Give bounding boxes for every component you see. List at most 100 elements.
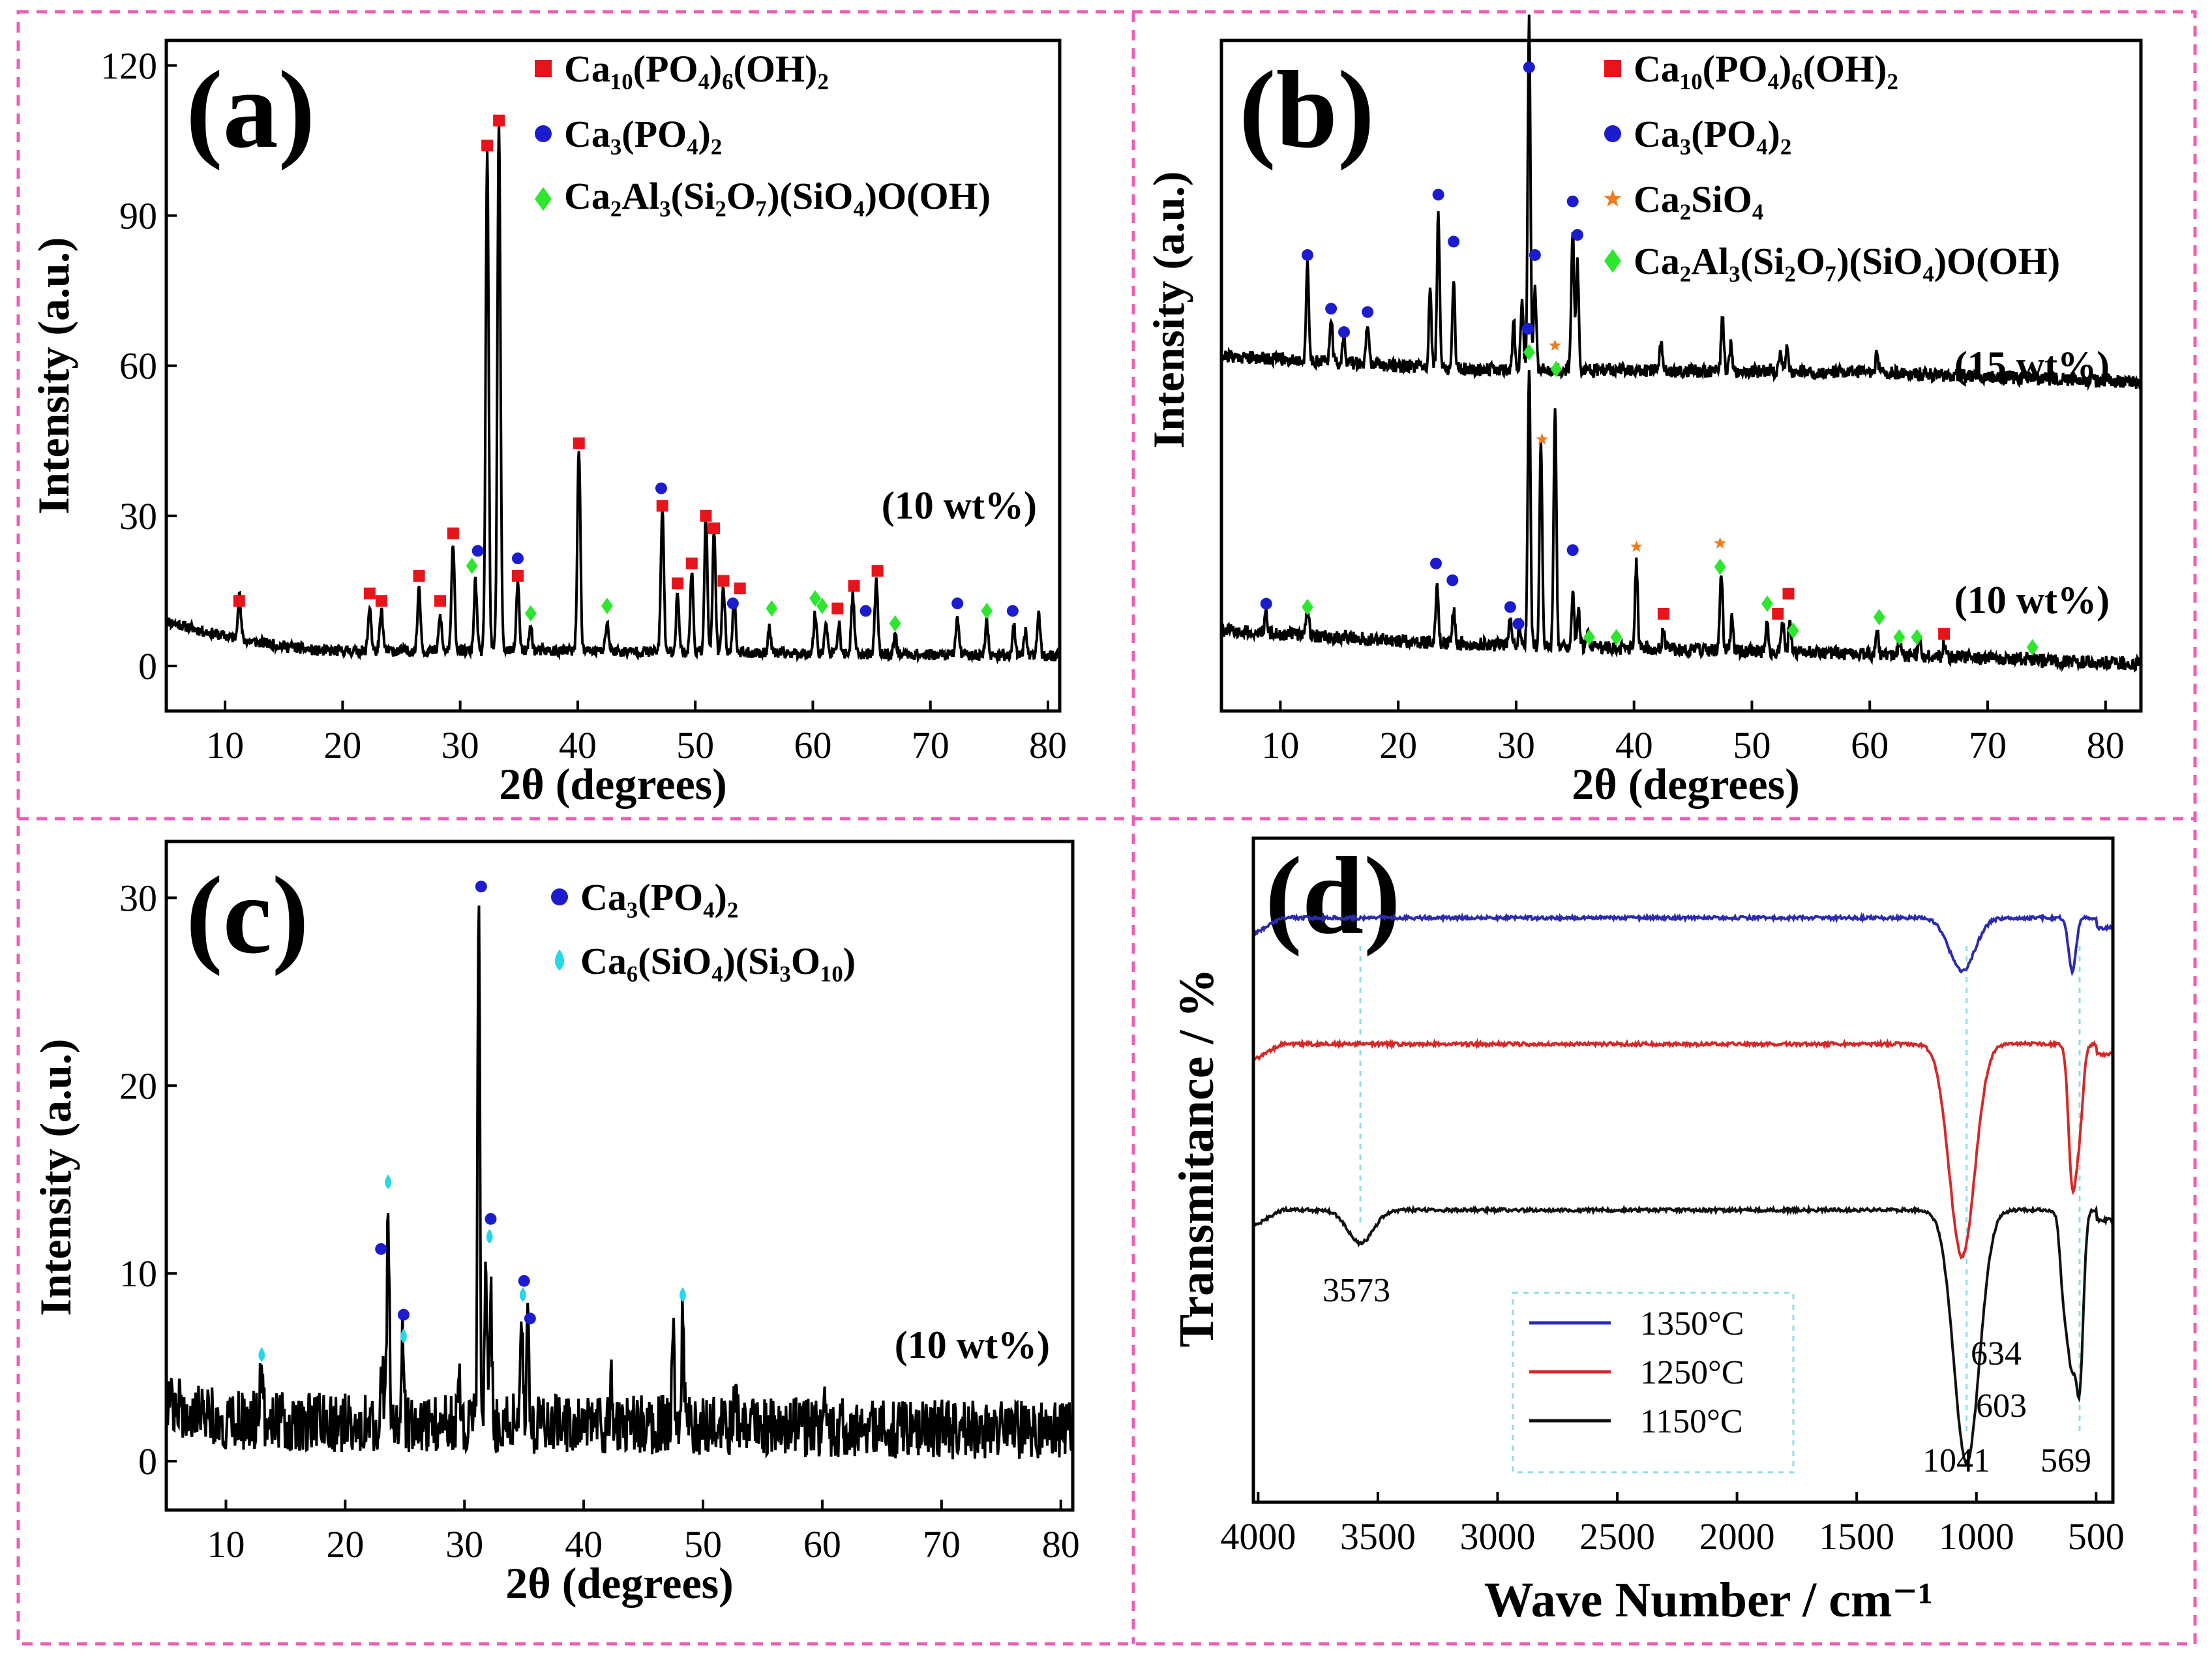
panel-c-x-tick-label-40: 40 — [565, 1523, 603, 1566]
panel-b-s0-circle-marker-6 — [1523, 61, 1535, 74]
panel-a-x-tick-label-30: 30 — [441, 724, 479, 766]
panel-a-circle-marker-4 — [859, 605, 872, 617]
panel-a-y-label: Intensity (a.u.) — [29, 237, 78, 514]
panel-a-circle-marker-6 — [1006, 605, 1019, 617]
panel-a-x-tick-label-60: 60 — [794, 724, 831, 766]
panel-a-legend-label-silicate: Ca₂Al₃(Si₂O₇)(SiO₄)O(OH) — [564, 175, 991, 217]
panel-a-circle-marker-3 — [726, 598, 739, 610]
panel-b-s0-circle-marker-4 — [1432, 189, 1444, 201]
panel-d-x-tick-label-2500: 2500 — [1579, 1515, 1655, 1558]
panel-c-legend-label-silicate: Ca₆(SiO₄)(Si₃O₁₀) — [580, 940, 856, 982]
panel-a: (a) 10 20 30 40 50 60 70 80 0 30 60 90 120 2θ (degr… — [29, 38, 1067, 809]
panel-c-circle-marker-2 — [475, 881, 487, 893]
panel-d-x-label: Wave Number / cm⁻¹ — [1484, 1573, 1933, 1627]
panel-b-s1-circle-marker-4 — [1512, 618, 1525, 630]
panel-b-s1-star-marker-0 — [1536, 432, 1549, 445]
panel-c-x-ticks: 10 20 30 40 50 60 70 80 — [207, 1500, 1080, 1566]
panel-c-circle-marker-3 — [485, 1213, 497, 1225]
panel-d-legend-box — [1512, 1292, 1795, 1474]
panel-d-band-guides — [1359, 946, 2081, 1435]
panel-c-x-tick-label-60: 60 — [803, 1523, 841, 1566]
panel-b-xrd-trace-15wt — [1220, 14, 2142, 392]
panel-b-legend-label-tcp: Ca₃(PO₄)₂ — [1634, 113, 1791, 155]
panel-a-square-marker-2 — [375, 595, 387, 607]
panel-a-square-marker-1 — [363, 587, 376, 599]
panel-a-square-marker-14 — [708, 522, 721, 534]
panel-d-x-tick-label-1000: 1000 — [1939, 1515, 2014, 1558]
panel-a-letter: (a) — [186, 48, 315, 171]
panel-a-square-marker-11 — [672, 577, 684, 590]
panel-b-x-tick-label-30: 30 — [1497, 724, 1535, 766]
panel-d-legend: 1350°C 1250°C 1150°C — [1512, 1292, 1795, 1474]
panel-b-s0-circle-marker-0 — [1301, 249, 1313, 261]
panel-a-square-marker-4 — [434, 595, 447, 607]
outer-frame — [16, 10, 2197, 1646]
panel-c-y-tick-label-10: 10 — [119, 1252, 157, 1295]
panel-a-diamond-marker-7 — [889, 615, 901, 632]
panel-b-series-label-15wt: (15 wt%) — [1954, 344, 2110, 387]
panel-a-legend-marker-2 — [535, 187, 552, 211]
panel-a-x-tick-label-40: 40 — [559, 724, 597, 766]
panel-c-x-tick-label-50: 50 — [684, 1523, 722, 1566]
panel-d-ftir-trace-1350c — [1252, 912, 2114, 976]
panel-b-s1-star-marker-2 — [1630, 540, 1643, 552]
panel-b-s1-circle-marker-0 — [1260, 598, 1272, 610]
panel-c-y-tick-label-30: 30 — [119, 877, 157, 919]
panel-a-x-tick-label-70: 70 — [912, 724, 949, 766]
panel-b-x-tick-label-80: 80 — [2087, 724, 2125, 766]
panel-c-legend-markers — [551, 888, 568, 971]
panel-a-legend-marker-1 — [535, 125, 552, 142]
panel-c-x-label: 2θ (degrees) — [505, 1558, 734, 1608]
peak-label-603: 603 — [1976, 1387, 2027, 1425]
panel-d-ftir-trace-1150c — [1252, 1204, 2114, 1468]
panel-a-square-marker-7 — [493, 114, 505, 127]
panel-c-x-tick-label-20: 20 — [326, 1523, 364, 1566]
panel-a-diamond-marker-0 — [466, 557, 478, 575]
panel-a-x-tick-label-20: 20 — [323, 724, 361, 766]
panel-c-legend-label-tcp: Ca₃(PO₄)₂ — [580, 876, 738, 918]
panel-b-s1-diamond-marker-4 — [1610, 629, 1622, 646]
panel-b-s1-circle-marker-6 — [1566, 544, 1579, 556]
panel-a-square-marker-15 — [717, 575, 730, 587]
panel-b-s0-circle-marker-8 — [1566, 195, 1579, 207]
panel-c-x-tick-label-10: 10 — [207, 1523, 245, 1566]
panel-b-s1-square-marker-2 — [1782, 588, 1795, 600]
panel-b-letter: (b) — [1239, 48, 1375, 171]
panel-a-diamond-marker-2 — [601, 598, 613, 614]
panel-b-s1-diamond-marker-3 — [1583, 629, 1595, 646]
panel-a-x-tick-label-80: 80 — [1029, 724, 1067, 766]
panel-a-xrd-trace — [166, 125, 1061, 665]
panel-c-y-tick-label-20: 20 — [119, 1065, 157, 1107]
panel-a-square-marker-10 — [656, 500, 668, 512]
panel-c-drop-marker-0 — [258, 1347, 265, 1362]
panel-b-x-tick-label-40: 40 — [1615, 724, 1653, 766]
panel-b-s1-circle-marker-5 — [1522, 323, 1534, 335]
panel-b-legend-marker-3 — [1604, 249, 1621, 273]
panel-a-x-label: 2θ (degrees) — [499, 759, 727, 809]
panel-b-series-label-10wt: (10 wt%) — [1954, 579, 2110, 622]
panel-b-xrd-trace-10wt — [1220, 370, 2142, 673]
panel-d-x-tick-label-3500: 3500 — [1340, 1515, 1416, 1558]
panel-b-legend-label-c2s: Ca₂SiO₄ — [1634, 178, 1763, 220]
panel-a-legend-markers — [535, 60, 552, 211]
panel-b-legend: Ca₁₀(PO₄)₆(OH)₂ Ca₃(PO₄)₂ Ca₂SiO₄ Ca₂Al₃… — [1604, 48, 2060, 282]
panel-b-s1-diamond-marker-7 — [1787, 622, 1799, 639]
peak-label-3573: 3573 — [1323, 1272, 1390, 1309]
panel-b-x-tick-label-10: 10 — [1261, 724, 1299, 766]
panel-c-legend: Ca₃(PO₄)₂ Ca₆(SiO₄)(Si₃O₁₀) — [551, 876, 856, 982]
panel-a-diamond-marker-3 — [766, 600, 778, 617]
panel-a-legend: Ca₁₀(PO₄)₆(OH)₂ Ca₃(PO₄)₂ Ca₂Al₃(Si₂O₇)(… — [535, 48, 991, 217]
panel-c-legend-marker-1 — [554, 949, 565, 971]
legend-label-1150c: 1150°C — [1640, 1403, 1743, 1440]
panel-a-square-marker-0 — [233, 595, 245, 607]
panel-b-s1-circle-marker-2 — [1446, 574, 1459, 586]
peak-label-634: 634 — [1971, 1335, 2022, 1372]
panel-a-x-tick-label-10: 10 — [206, 724, 244, 766]
panel-a-square-marker-5 — [447, 527, 459, 539]
panel-b-s1-circle-marker-1 — [1430, 557, 1442, 569]
panel-d-axes-box — [1251, 836, 2115, 1504]
panel-c-circle-marker-4 — [518, 1275, 530, 1287]
panel-b-legend-markers — [1604, 60, 1622, 273]
panel-c-drop-marker-4 — [519, 1287, 526, 1302]
